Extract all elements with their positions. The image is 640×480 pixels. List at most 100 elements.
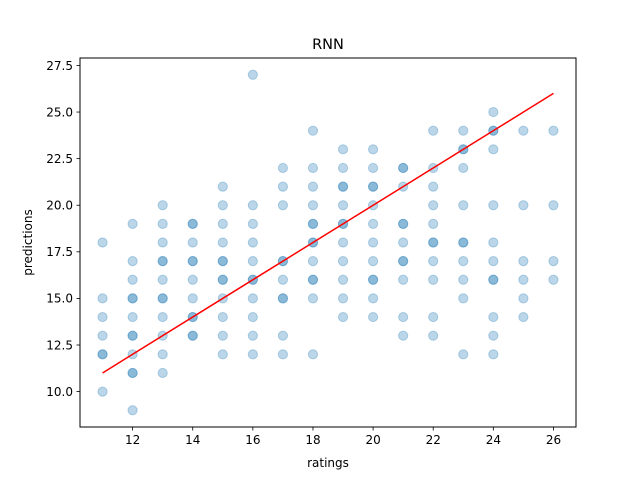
scatter-point — [367, 181, 379, 192]
scatter-point — [157, 349, 168, 360]
scatter-point — [337, 311, 349, 323]
scatter-point — [428, 237, 439, 248]
scatter-point — [307, 181, 319, 192]
scatter-point — [247, 311, 258, 323]
scatter-point — [127, 293, 138, 304]
scatter-point — [187, 256, 198, 267]
x-tick-label: 26 — [546, 433, 561, 447]
scatter-point — [398, 256, 409, 267]
scatter-point — [157, 200, 168, 211]
scatter-point — [217, 330, 228, 341]
scatter-point — [458, 274, 469, 285]
scatter-point — [458, 200, 469, 211]
scatter-point — [367, 144, 379, 155]
scatter-point — [127, 405, 138, 416]
scatter-point — [187, 330, 198, 341]
scatter-point — [518, 256, 529, 267]
scatter-point — [398, 218, 409, 229]
scatter-point — [157, 237, 168, 248]
scatter-point — [217, 181, 228, 192]
scatter-point — [127, 274, 138, 285]
x-tick-label: 14 — [185, 433, 200, 447]
scatter-point — [97, 293, 108, 304]
scatter-point — [398, 330, 409, 341]
y-tick-label: 15.0 — [46, 292, 73, 306]
scatter-point — [217, 218, 228, 229]
scatter-point — [337, 162, 349, 174]
scatter-point — [307, 274, 319, 285]
scatter-point — [398, 162, 409, 174]
y-tick-label: 22.5 — [46, 152, 73, 166]
x-tick-label: 16 — [245, 433, 260, 447]
scatter-point — [97, 237, 108, 248]
scatter-point — [428, 218, 439, 229]
scatter-point — [97, 349, 108, 360]
scatter-point — [428, 237, 439, 248]
scatter-point — [458, 237, 469, 248]
scatter-point — [247, 200, 258, 211]
scatter-point — [127, 256, 138, 267]
chart-title: RNN — [312, 37, 344, 53]
scatter-point — [97, 386, 108, 397]
scatter-point — [518, 293, 529, 304]
y-tick-label: 20.0 — [46, 199, 73, 213]
x-axis: 12 14 16 18 20 22 24 26 — [125, 427, 561, 447]
scatter-point — [488, 274, 499, 285]
scatter-point — [488, 237, 499, 248]
scatter-point — [398, 162, 409, 174]
scatter-point — [247, 349, 258, 360]
scatter-point — [187, 274, 198, 285]
scatter-point — [307, 293, 319, 304]
scatter-point — [157, 293, 168, 304]
scatter-point — [398, 218, 409, 229]
scatter-point — [127, 330, 138, 341]
scatter-point — [518, 125, 529, 136]
scatter-point — [367, 218, 379, 229]
scatter-point — [488, 200, 499, 211]
scatter-point — [187, 218, 198, 229]
scatter-point — [307, 218, 319, 229]
scatter-point — [428, 330, 439, 341]
scatter-point — [458, 237, 469, 248]
scatter-point — [247, 293, 258, 304]
scatter-point — [217, 274, 228, 285]
scatter-point — [488, 349, 499, 360]
scatter-point — [277, 293, 289, 304]
scatter-point — [367, 181, 379, 192]
scatter-point — [398, 274, 409, 285]
scatter-point — [548, 200, 559, 211]
y-tick-label: 25.0 — [46, 105, 73, 119]
scatter-point — [217, 256, 228, 267]
scatter-point — [247, 237, 258, 248]
scatter-point — [428, 125, 439, 136]
scatter-point — [488, 144, 499, 155]
scatter-point — [367, 311, 379, 323]
scatter-point — [337, 256, 349, 267]
scatter-point — [187, 330, 198, 341]
scatter-point — [488, 256, 499, 267]
scatter-point — [277, 200, 289, 211]
y-axis-label: predictions — [21, 209, 35, 275]
y-axis: 10.0 12.5 15.0 17.5 20.0 22.5 25.0 27.5 — [46, 59, 80, 399]
scatter-point — [367, 162, 379, 174]
scatter-point — [518, 200, 529, 211]
scatter-point — [247, 69, 258, 80]
scatter-point — [548, 274, 559, 285]
scatter-point — [337, 293, 349, 304]
scatter-point — [488, 330, 499, 341]
scatter-point — [367, 256, 379, 267]
scatter-point — [458, 293, 469, 304]
scatter-point — [307, 162, 319, 174]
scatter-point — [97, 349, 108, 360]
scatter-point — [337, 181, 349, 192]
scatter-point — [277, 330, 289, 341]
scatter-point — [247, 218, 258, 229]
scatter-point — [157, 256, 168, 267]
scatter-point — [157, 293, 168, 304]
scatter-point — [187, 218, 198, 229]
y-tick-label: 17.5 — [46, 245, 73, 259]
scatter-point — [307, 256, 319, 267]
scatter-point — [217, 237, 228, 248]
scatter-point — [217, 274, 228, 285]
